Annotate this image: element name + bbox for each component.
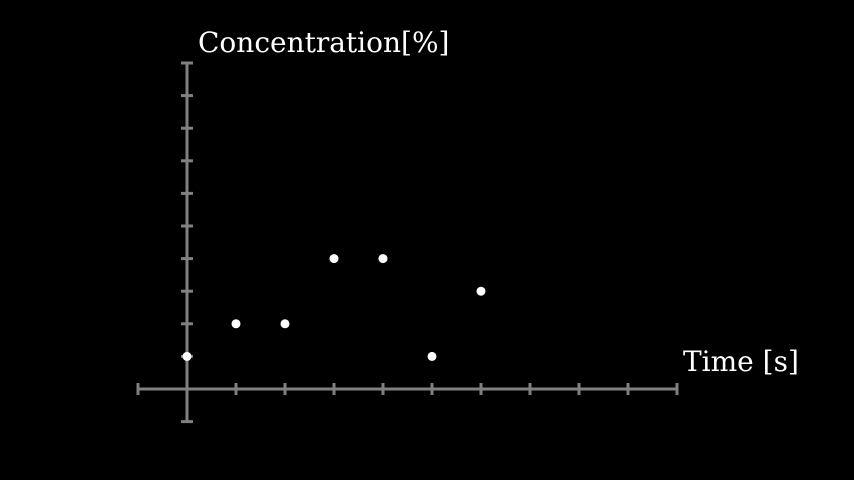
data-point	[427, 351, 437, 361]
axes	[136, 61, 679, 424]
y-axis-label: Concentration[%]	[198, 26, 449, 59]
data-point	[280, 319, 290, 329]
data-point	[231, 319, 241, 329]
data-point	[182, 351, 192, 361]
data-points	[182, 254, 486, 361]
data-point	[476, 286, 486, 296]
x-axis-label: Time [s]	[683, 345, 799, 378]
data-point	[378, 254, 388, 264]
data-point	[329, 254, 339, 264]
